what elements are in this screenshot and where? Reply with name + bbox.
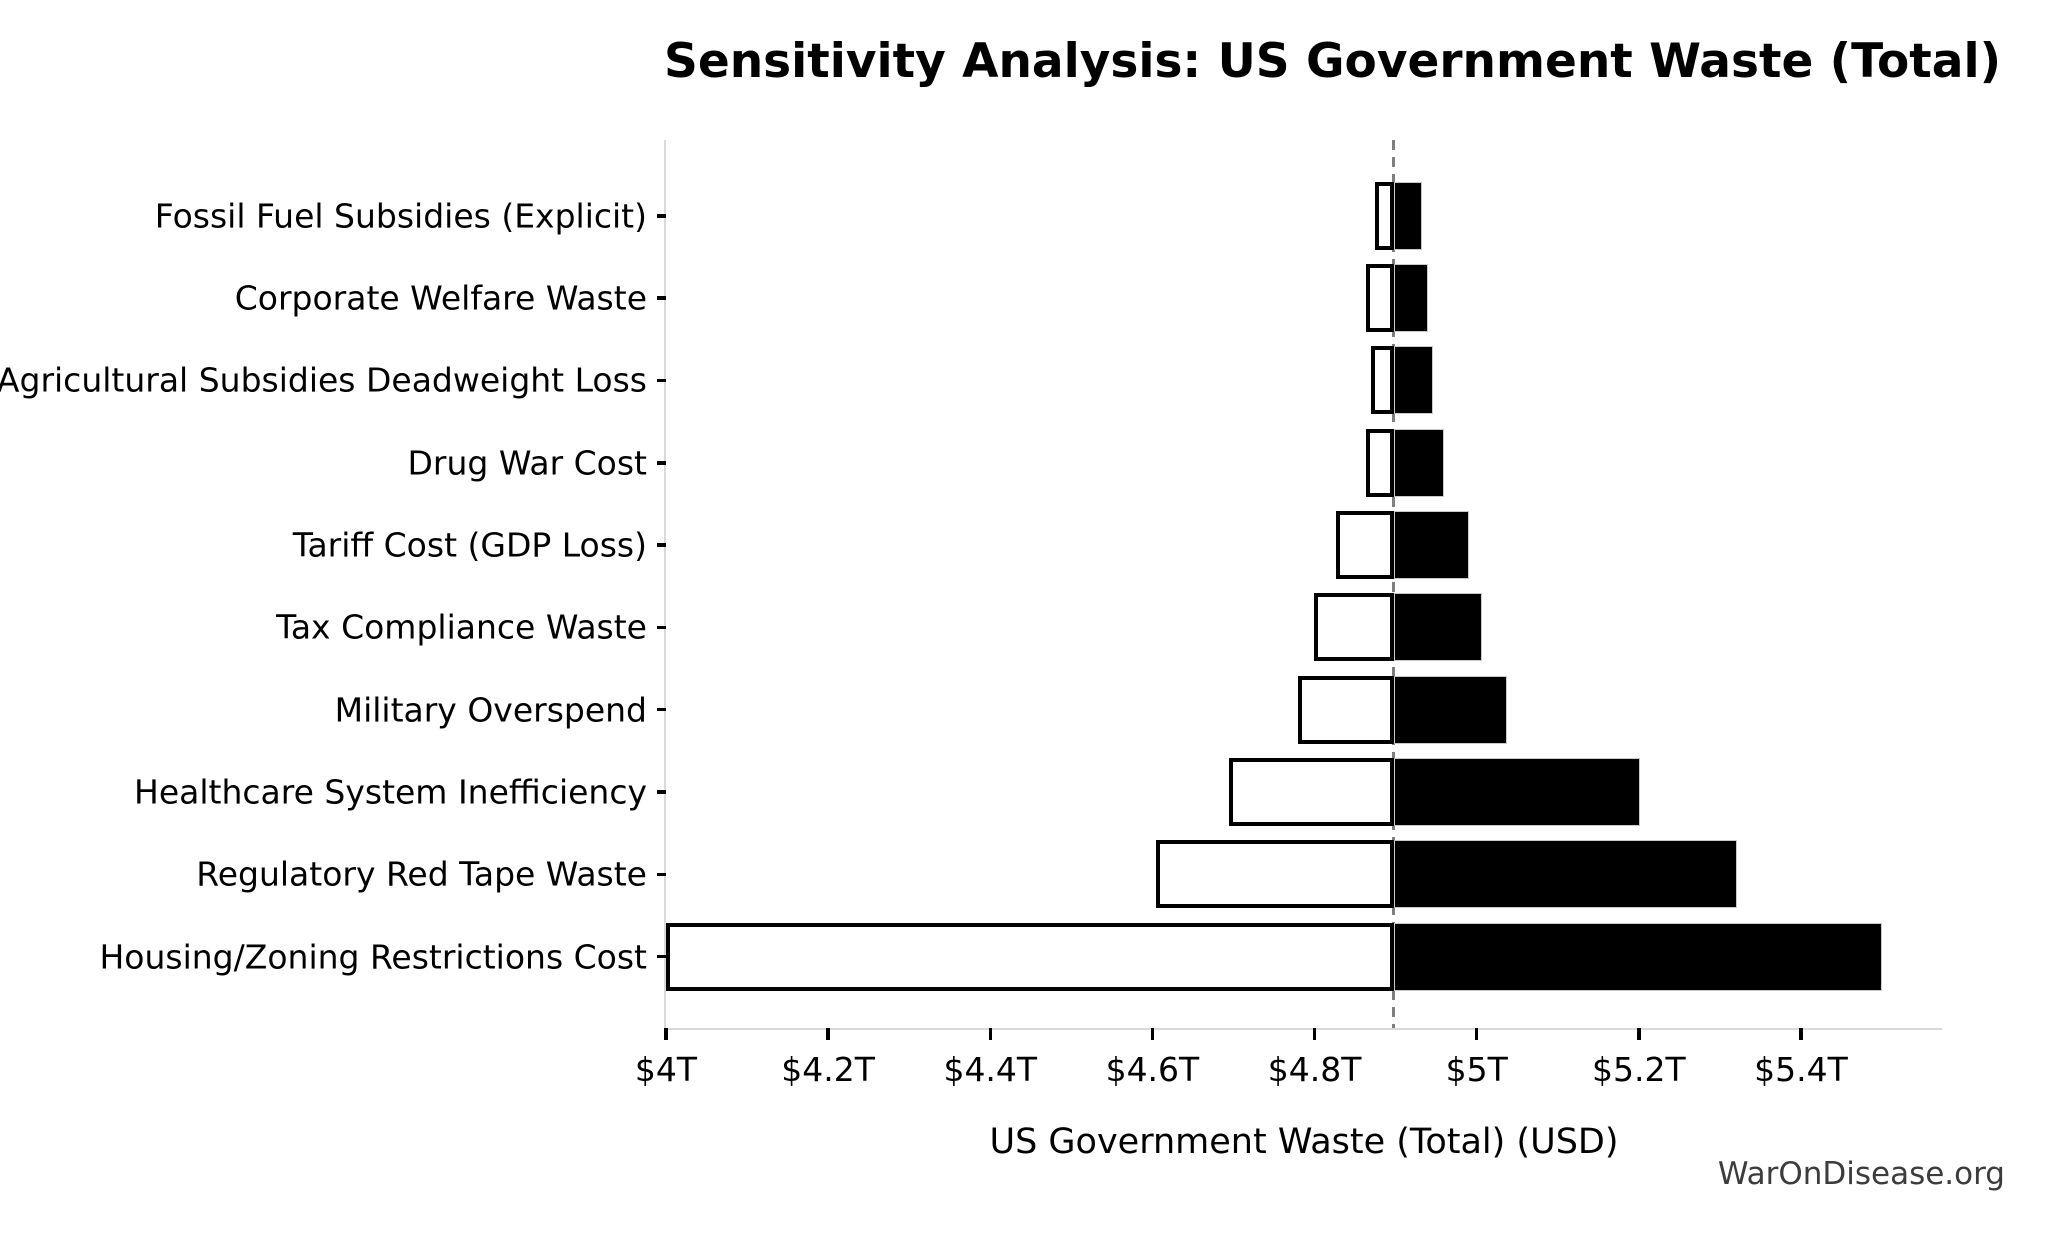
x-tick-label: $4.2T	[781, 1050, 875, 1089]
y-tick-label: Housing/Zoning Restrictions Cost	[99, 937, 647, 977]
tornado-bar-high	[1393, 181, 1422, 250]
y-tick-label: Agricultural Subsidies Deadweight Loss	[0, 360, 647, 400]
y-tick-mark	[657, 954, 666, 959]
y-tick-mark	[657, 625, 666, 630]
tornado-bar-high	[1393, 346, 1433, 415]
x-tick-mark	[826, 1028, 830, 1040]
y-tick-mark	[657, 296, 666, 300]
tornado-bar-low	[1366, 264, 1394, 333]
tornado-bar-high	[1393, 428, 1445, 497]
x-tick-mark	[988, 1028, 993, 1040]
y-tick-mark	[657, 214, 666, 218]
baseline-marker	[1392, 140, 1396, 1028]
tornado-bar-high	[1393, 593, 1482, 662]
y-tick-label: Tax Compliance Waste	[276, 607, 647, 647]
tornado-bar-high	[1393, 922, 1882, 991]
x-tick-label: $4.8T	[1267, 1050, 1362, 1089]
tornado-bar-low	[1298, 675, 1394, 744]
tornado-bar-high	[1393, 675, 1507, 744]
y-tick-mark	[657, 872, 666, 877]
y-tick-mark	[657, 707, 666, 712]
x-tick-label: $4.4T	[943, 1050, 1038, 1089]
tornado-bar-high	[1393, 840, 1737, 909]
x-tick-mark	[1474, 1028, 1479, 1040]
y-tick-mark	[657, 790, 666, 794]
x-tick-label: $4T	[634, 1050, 698, 1089]
x-tick-label: $5.2T	[1591, 1050, 1686, 1089]
tornado-bar-high	[1393, 758, 1640, 827]
tornado-bar-low	[1229, 758, 1394, 827]
tornado-bar-high	[1393, 511, 1470, 580]
tornado-bar-low	[1371, 346, 1394, 415]
x-tick-mark	[1799, 1028, 1803, 1040]
tornado-bar-low	[1366, 428, 1394, 497]
tornado-bar-high	[1393, 264, 1429, 333]
x-tick-mark	[664, 1028, 668, 1040]
x-tick-mark	[1312, 1028, 1317, 1040]
y-tick-mark	[657, 378, 666, 383]
y-tick-label: Healthcare System Inefficiency	[134, 772, 647, 812]
watermark-text: WarOnDisease.org	[1717, 1156, 2005, 1192]
y-tick-label: Drug War Cost	[407, 443, 648, 483]
y-tick-label: Tariff Cost (GDP Loss)	[292, 525, 647, 565]
y-tick-mark	[657, 461, 666, 465]
x-tick-label: $5T	[1445, 1050, 1508, 1089]
tornado-bar-low	[1375, 181, 1394, 250]
y-tick-label: Military Overspend	[334, 690, 647, 730]
x-tick-mark	[1150, 1028, 1155, 1040]
y-tick-mark	[657, 543, 666, 547]
x-tick-label: $4.6T	[1105, 1050, 1200, 1089]
y-tick-label: Regulatory Red Tape Waste	[196, 854, 647, 894]
chart-title: Sensitivity Analysis: US Government Wast…	[664, 34, 2002, 89]
tornado-bar-low	[1335, 511, 1394, 580]
x-axis-label: US Government Waste (Total) (USD)	[989, 1122, 1619, 1162]
y-tick-label: Fossil Fuel Subsidies (Explicit)	[154, 196, 647, 236]
tornado-bar-low	[666, 922, 1394, 991]
y-tick-label: Corporate Welfare Waste	[234, 278, 647, 318]
x-tick-mark	[1637, 1028, 1641, 1040]
plot-area: Fossil Fuel Subsidies (Explicit) Corporat…	[0, 140, 1942, 1162]
tornado-bar-low	[1313, 593, 1394, 662]
x-tick-label: $5.4T	[1754, 1050, 1848, 1089]
tornado-bar-low	[1156, 840, 1394, 909]
